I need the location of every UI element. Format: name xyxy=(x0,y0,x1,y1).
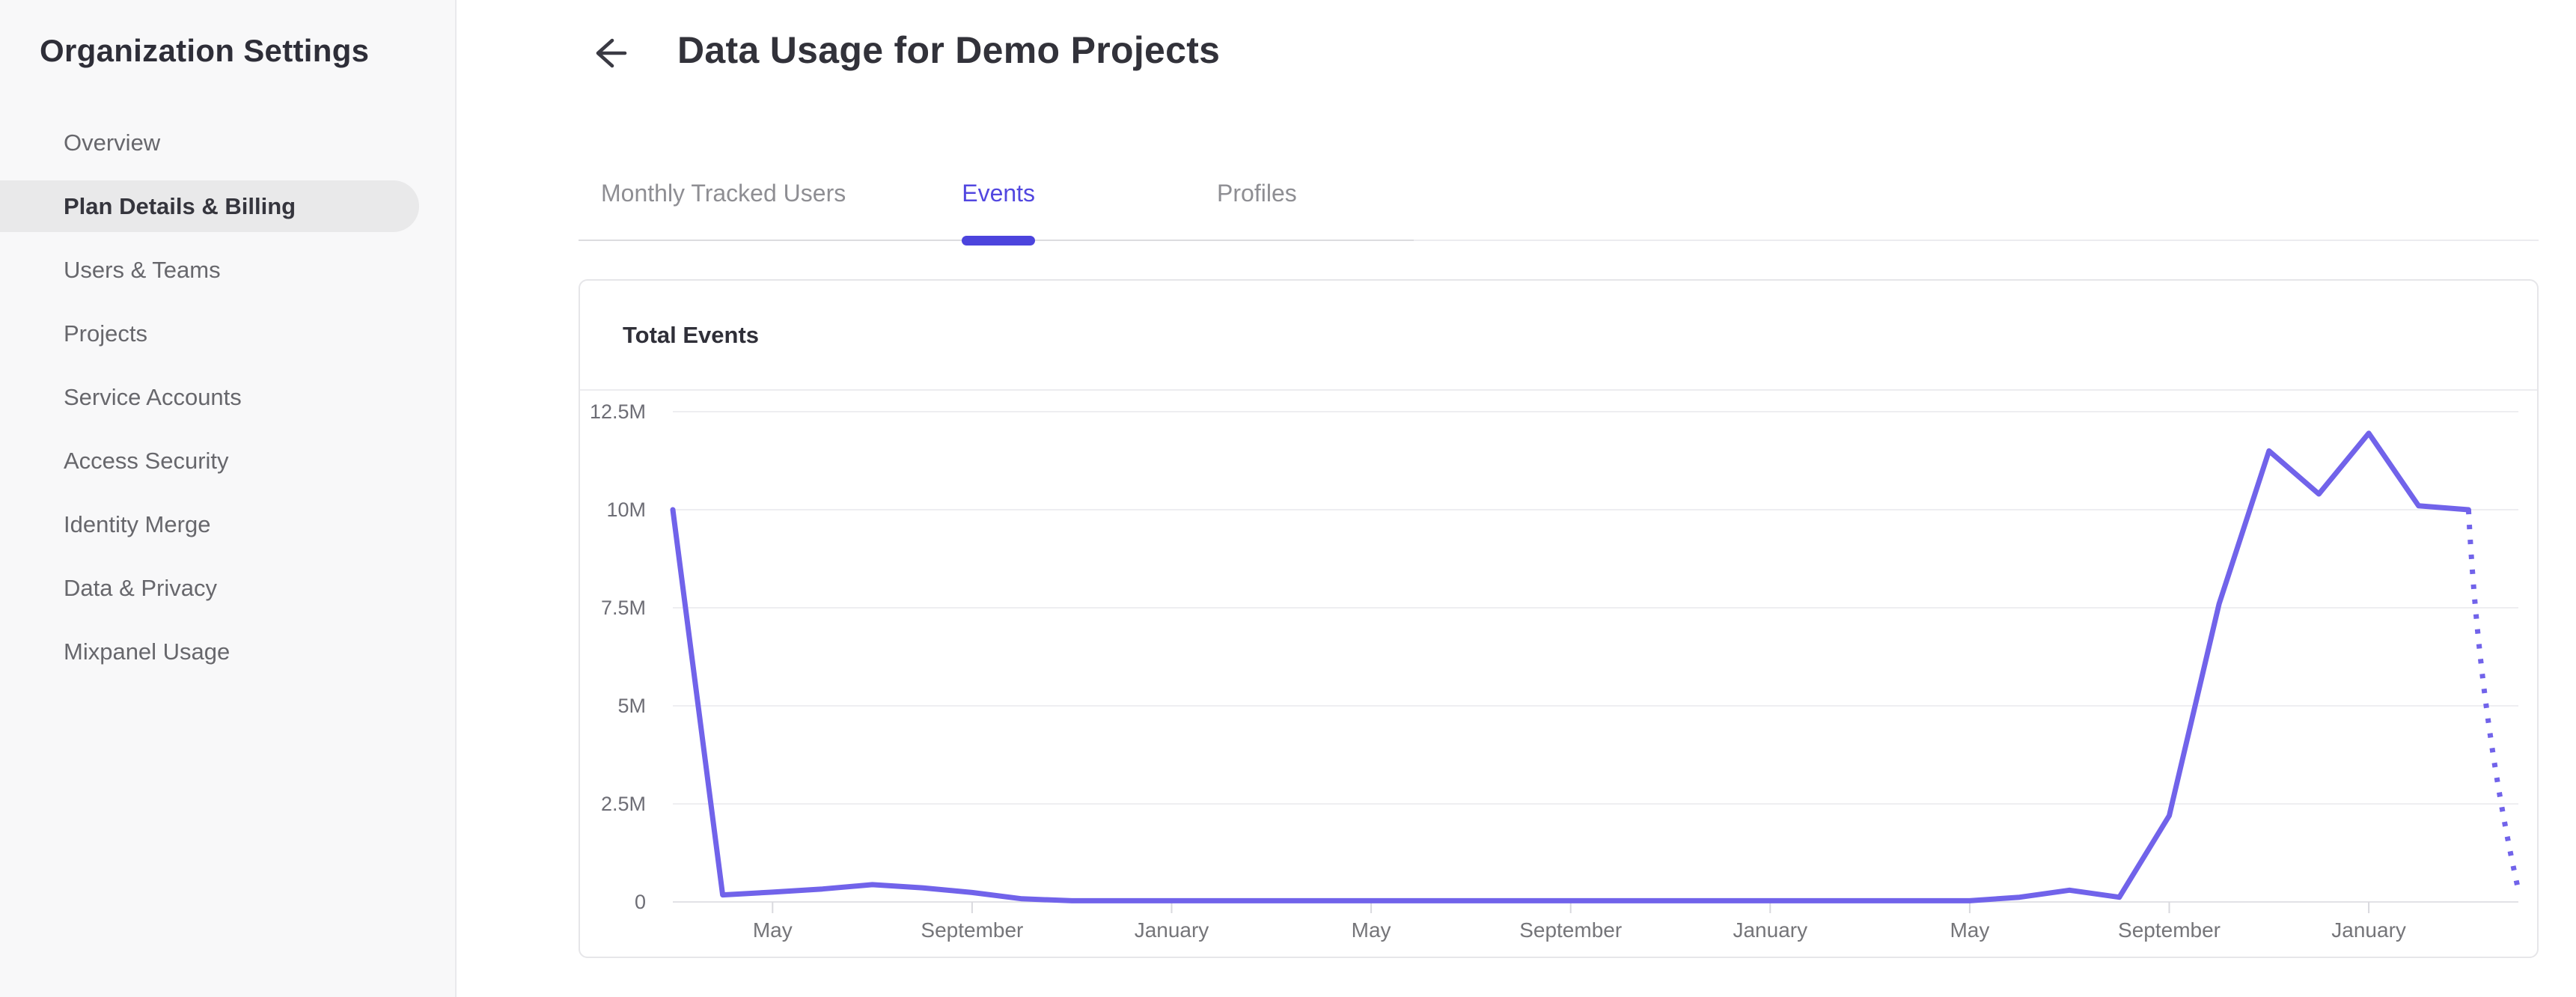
page-title: Data Usage for Demo Projects xyxy=(677,29,1221,71)
sidebar-item-label: Users & Teams xyxy=(64,256,221,283)
card-title: Total Events xyxy=(623,321,760,348)
total-events-chart: 12.5M 10M 7.5M 5M 2.5M 0 May September January Ma… xyxy=(580,391,2537,957)
projection-dotted-line xyxy=(2465,509,2521,891)
x-axis-label: September xyxy=(2118,918,2221,942)
x-axis-label: May xyxy=(1950,918,1990,942)
sidebar-item-label: Plan Details & Billing xyxy=(64,192,296,219)
sidebar-title: Organization Settings xyxy=(40,33,370,68)
tabs: Monthly Tracked Users Events Profiles xyxy=(601,147,1297,246)
tab-events[interactable]: Events xyxy=(962,147,1036,246)
sidebar: Organization Settings Overview Plan Detai… xyxy=(0,0,457,997)
tab-label: Monthly Tracked Users xyxy=(601,179,846,207)
sidebar-item-data-privacy[interactable]: Data & Privacy xyxy=(0,556,455,620)
card-header: Total Events xyxy=(580,281,2537,391)
sidebar-item-label: Projects xyxy=(64,320,147,347)
x-axis-label: May xyxy=(752,918,793,942)
sidebar-item-label: Overview xyxy=(64,129,161,156)
selected-item-highlight xyxy=(0,180,419,232)
x-axis-label: January xyxy=(2331,918,2406,942)
y-axis-label: 12.5M xyxy=(589,400,646,423)
back-arrow-icon xyxy=(590,38,630,76)
tab-label: Events xyxy=(962,179,1036,207)
sidebar-item-service-accounts[interactable]: Service Accounts xyxy=(0,365,455,429)
x-axis-label: September xyxy=(921,918,1024,942)
total-events-series-line xyxy=(670,430,2471,903)
tab-bar: Monthly Tracked Users Events Profiles xyxy=(579,147,2539,246)
x-axis-label: January xyxy=(1733,918,1808,942)
sidebar-item-label: Access Security xyxy=(64,447,229,474)
y-axis-label: 10M xyxy=(606,498,646,521)
tab-profiles[interactable]: Profiles xyxy=(1217,147,1297,240)
tab-monthly-tracked-users[interactable]: Monthly Tracked Users xyxy=(601,147,846,240)
y-axis-label: 7.5M xyxy=(600,597,646,619)
sidebar-item-mixpanel-usage[interactable]: Mixpanel Usage xyxy=(0,620,455,683)
x-axis-label: September xyxy=(1519,918,1623,942)
sidebar-item-label: Service Accounts xyxy=(64,383,242,410)
sidebar-item-label: Data & Privacy xyxy=(64,574,218,601)
sidebar-item-access-security[interactable]: Access Security xyxy=(0,429,455,493)
chart-plot-area xyxy=(670,411,2521,913)
y-axis-label: 0 xyxy=(634,891,646,913)
sidebar-item-overview[interactable]: Overview xyxy=(0,111,455,174)
sidebar-item-users-teams[interactable]: Users & Teams xyxy=(0,238,455,302)
back-button[interactable] xyxy=(590,33,630,73)
sidebar-item-label: Mixpanel Usage xyxy=(64,638,231,665)
y-axis-label: 2.5M xyxy=(600,793,646,815)
tab-label: Profiles xyxy=(1217,179,1297,207)
sidebar-nav: Overview Plan Details & Billing Users & Te… xyxy=(0,111,455,683)
sidebar-item-projects[interactable]: Projects xyxy=(0,302,455,365)
x-axis-label: May xyxy=(1351,918,1391,942)
y-axis-label: 5M xyxy=(617,695,646,717)
usage-card: Total Events 12.5M 10M 7.5M 5M 2.5M 0 May Septe… xyxy=(579,279,2539,958)
sidebar-item-identity-merge[interactable]: Identity Merge xyxy=(0,493,455,556)
sidebar-item-plan-details-billing[interactable]: Plan Details & Billing xyxy=(0,174,455,238)
active-tab-indicator xyxy=(962,236,1036,246)
x-axis-label: January xyxy=(1134,918,1209,942)
sidebar-item-label: Identity Merge xyxy=(64,510,211,537)
